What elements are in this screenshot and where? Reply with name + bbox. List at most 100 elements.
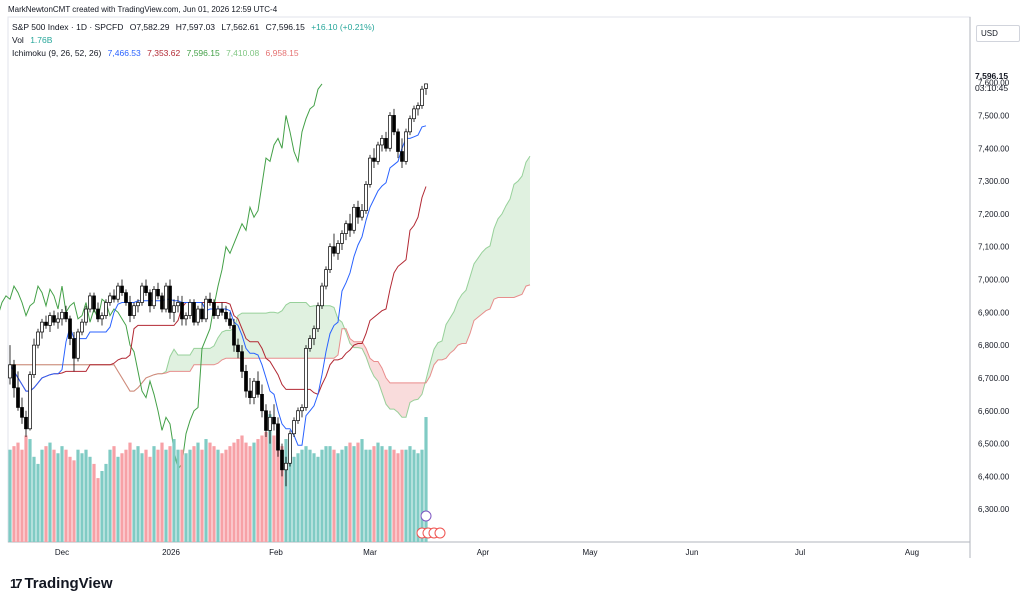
- candle-body: [388, 115, 392, 149]
- ichimoku-cloud-segment: [330, 305, 334, 359]
- volume-bar: [116, 456, 120, 542]
- volume-legend: Vol 1.76B: [12, 35, 56, 45]
- volume-bar: [316, 456, 320, 542]
- volume-bar: [128, 442, 132, 542]
- ichimoku-cloud-segment: [258, 313, 262, 359]
- candle-body: [416, 105, 420, 110]
- ichimoku-cloud-segment: [442, 324, 446, 360]
- lagging-value: 7,596.15: [186, 48, 220, 58]
- candle-body: [232, 325, 236, 346]
- span-b-value: 6,958.15: [265, 48, 299, 58]
- ichimoku-cloud-segment: [454, 300, 458, 351]
- volume-bar: [424, 417, 428, 542]
- ichimoku-cloud-segment: [194, 348, 198, 365]
- ichimoku-cloud-segment: [274, 312, 278, 359]
- candle-body: [128, 302, 132, 316]
- candle-body: [88, 295, 92, 310]
- candle-body: [188, 302, 192, 316]
- candle-body: [160, 295, 164, 310]
- candle-body: [108, 295, 112, 303]
- candle-body: [276, 423, 280, 451]
- ichimoku-cloud-segment: [514, 181, 518, 298]
- candle-body: [28, 374, 32, 430]
- volume-bar: [248, 446, 252, 542]
- volume-bar: [336, 453, 340, 542]
- volume-bar: [112, 446, 116, 542]
- candle-body: [244, 371, 248, 392]
- ichimoku-cloud-segment: [482, 248, 486, 314]
- volume-bar: [132, 449, 136, 542]
- candle-body: [284, 462, 288, 471]
- volume-bar: [48, 442, 52, 542]
- ichimoku-cloud-segment: [370, 358, 374, 377]
- ichimoku-cloud-segment: [390, 382, 394, 410]
- volume-bar: [32, 456, 36, 542]
- volume-bar: [220, 453, 224, 542]
- y-tick-label: 7,500.00: [978, 111, 1010, 120]
- volume-bar: [420, 449, 424, 542]
- high-value: H7,597.03: [175, 22, 216, 32]
- ichimoku-cloud-segment: [398, 382, 402, 418]
- volume-bar: [172, 439, 176, 542]
- economic-event-icon: [434, 527, 446, 539]
- candle-body: [164, 285, 168, 310]
- x-tick-label: Jul: [795, 548, 805, 557]
- ichimoku-cloud-segment: [178, 354, 182, 372]
- volume-bar: [400, 449, 404, 542]
- candle-body: [248, 390, 252, 398]
- candle-body: [340, 233, 344, 244]
- ichimoku-cloud-segment: [462, 290, 466, 344]
- candle-body: [52, 315, 56, 323]
- ichimoku-cloud-segment: [362, 341, 366, 357]
- ichimoku-cloud-segment: [206, 348, 210, 365]
- tradingview-logo-icon: 17: [10, 576, 23, 591]
- ichimoku-cloud-segment: [494, 218, 498, 300]
- y-tick-label: 6,400.00: [978, 472, 1010, 481]
- ichimoku-cloud-segment: [378, 361, 382, 393]
- candle-body: [92, 295, 96, 310]
- volume-bar: [36, 463, 40, 542]
- ichimoku-cloud-segment: [466, 277, 470, 344]
- ichimoku-cloud-segment: [510, 184, 514, 298]
- volume-bar: [256, 439, 260, 542]
- bar-countdown: 03:10:45: [975, 83, 1009, 93]
- ichimoku-cloud-segment: [254, 313, 258, 359]
- ichimoku-cloud-segment: [446, 318, 450, 359]
- candle-body: [236, 344, 240, 353]
- currency-button[interactable]: USD: [976, 25, 1020, 42]
- ichimoku-cloud-segment: [366, 348, 370, 369]
- x-tick-label: Aug: [905, 548, 919, 557]
- volume-bar: [268, 414, 272, 542]
- volume-bar: [124, 449, 128, 542]
- ichimoku-cloud-segment: [202, 348, 206, 365]
- candle-body: [140, 285, 144, 303]
- candle-body: [120, 285, 124, 293]
- ichimoku-cloud-segment: [506, 199, 510, 298]
- volume-bar: [152, 446, 156, 542]
- candle-body: [336, 243, 340, 254]
- y-tick-label: 7,300.00: [978, 177, 1010, 186]
- candle-body: [204, 298, 208, 320]
- candle-body: [280, 449, 284, 471]
- volume-bar: [60, 446, 64, 542]
- volume-bar: [332, 449, 336, 542]
- candle-body: [260, 393, 264, 412]
- candle-body: [256, 380, 260, 395]
- candle-body: [72, 338, 76, 359]
- volume-bar: [208, 442, 212, 542]
- volume-bar: [396, 453, 400, 542]
- ichimoku-cloud-segment: [302, 302, 306, 359]
- candle-body: [68, 318, 72, 339]
- volume-bar: [404, 449, 408, 542]
- y-tick-label: 6,700.00: [978, 374, 1010, 383]
- ichimoku-cloud-segment: [450, 311, 454, 354]
- y-tick-label: 6,600.00: [978, 407, 1010, 416]
- volume-bar: [384, 449, 388, 542]
- volume-bar: [252, 442, 256, 542]
- y-tick-label: 6,900.00: [978, 308, 1010, 317]
- ichimoku-cloud-segment: [410, 382, 414, 403]
- y-tick-label: 6,300.00: [978, 505, 1010, 514]
- ichimoku-cloud-segment: [350, 338, 354, 348]
- candle-body: [144, 285, 148, 293]
